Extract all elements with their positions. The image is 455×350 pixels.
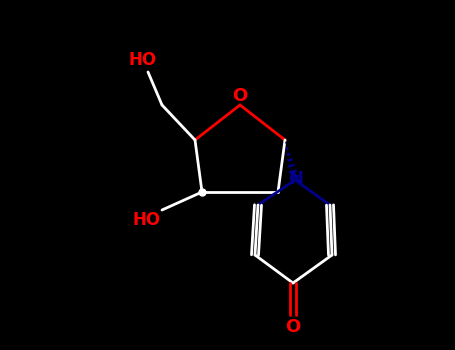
Text: O: O <box>285 318 301 336</box>
Text: N: N <box>288 170 303 188</box>
Text: HO: HO <box>129 51 157 69</box>
Text: O: O <box>233 87 248 105</box>
Text: HO: HO <box>133 211 161 229</box>
